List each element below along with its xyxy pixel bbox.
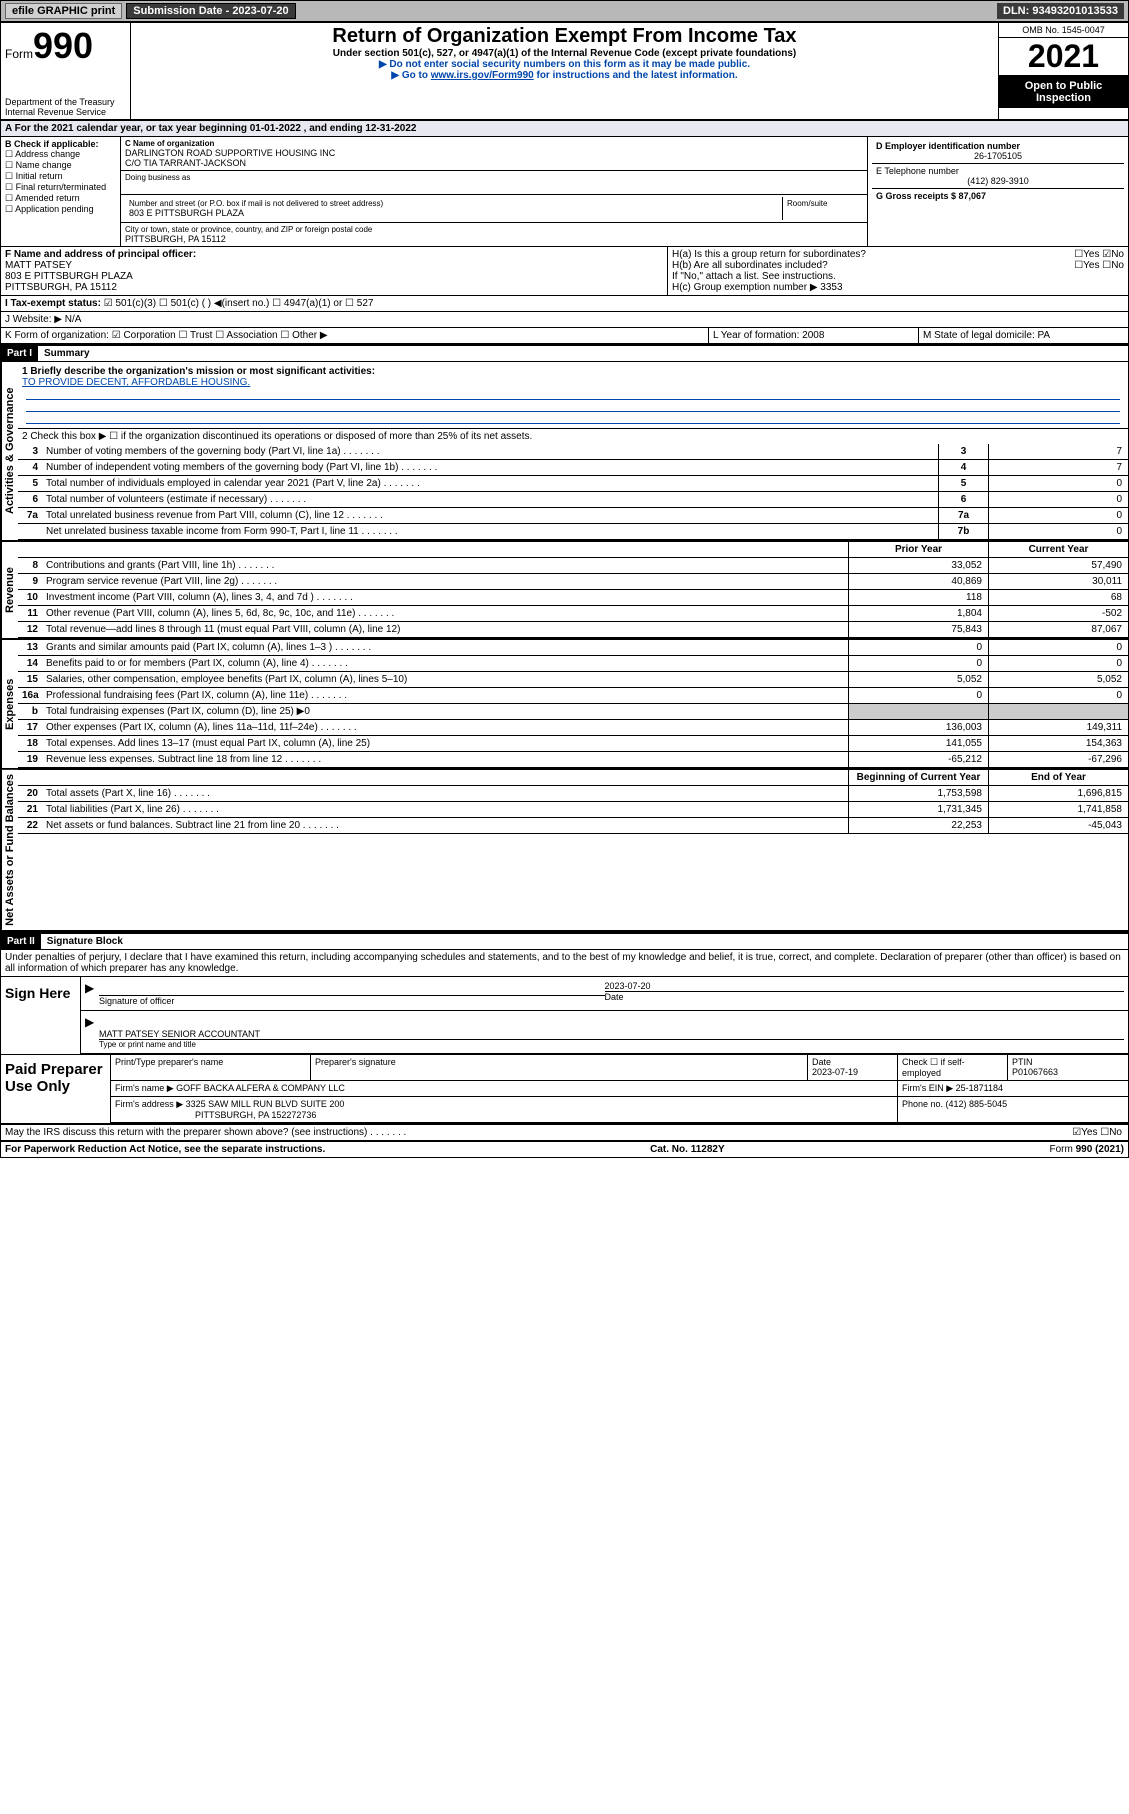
h-c: H(c) Group exemption number ▶ 3353 xyxy=(672,282,1124,293)
block-fh: F Name and address of principal officer:… xyxy=(1,247,1128,296)
street-address: 803 E PITTSBURGH PLAZA xyxy=(129,208,778,218)
firm-name: Firm's name ▶ GOFF BACKA ALFERA & COMPAN… xyxy=(111,1081,898,1096)
box-b: B Check if applicable: Address change Na… xyxy=(1,137,121,246)
telephone: (412) 829-3910 xyxy=(876,176,1120,186)
summary-net-assets: Net Assets or Fund Balances Beginning of… xyxy=(1,770,1128,932)
may-discuss-answer: ☑Yes ☐No xyxy=(978,1125,1128,1140)
sig-date: 2023-07-20 xyxy=(605,981,1125,991)
care-of: C/O TIA TARRANT-JACKSON xyxy=(125,158,863,168)
sig-officer-line: Signature of officer xyxy=(99,995,605,1006)
h-b: H(b) Are all subordinates included? ☐Yes… xyxy=(672,260,1124,271)
firm-city: PITTSBURGH, PA 152272736 xyxy=(115,1110,893,1120)
irs-label: Internal Revenue Service xyxy=(5,107,126,117)
form-header: Form990 Department of the Treasury Inter… xyxy=(1,23,1128,121)
form-subtitle: Under section 501(c), 527, or 4947(a)(1)… xyxy=(137,48,992,59)
line-j-website: J Website: ▶ N/A xyxy=(1,312,1128,327)
mission-text[interactable]: TO PROVIDE DECENT, AFFORDABLE HOUSING. xyxy=(22,377,1124,388)
chk-name-change[interactable]: Name change xyxy=(5,160,116,171)
submission-date-label: Submission Date - 2023-07-20 xyxy=(126,3,295,19)
label-revenue: Revenue xyxy=(1,542,18,638)
ein: 26-1705105 xyxy=(876,151,1120,161)
gross-receipts: G Gross receipts $ 87,067 xyxy=(876,191,1120,201)
summary-revenue: Revenue Prior YearCurrent Year 8Contribu… xyxy=(1,542,1128,640)
sign-here-block: Sign Here Signature of officer 2023-07-2… xyxy=(1,977,1128,1055)
ssn-warning: ▶ Do not enter social security numbers o… xyxy=(137,59,992,70)
form-number: Form990 xyxy=(5,25,126,67)
chk-amended-return[interactable]: Amended return xyxy=(5,193,116,204)
line-i: I Tax-exempt status: ☑ 501(c)(3) ☐ 501(c… xyxy=(1,296,1128,311)
summary-governance: Activities & Governance 1 Briefly descri… xyxy=(1,362,1128,542)
preparer-date: 2023-07-19 xyxy=(812,1067,858,1077)
box-c: C Name of organization DARLINGTON ROAD S… xyxy=(121,137,868,246)
form-title: Return of Organization Exempt From Incom… xyxy=(137,25,992,48)
instructions-link-line: ▶ Go to www.irs.gov/Form990 for instruct… xyxy=(137,70,992,81)
form-footer: For Paperwork Reduction Act Notice, see … xyxy=(1,1142,1128,1157)
irs-link[interactable]: www.irs.gov/Form990 xyxy=(431,70,534,81)
dept-treasury: Department of the Treasury xyxy=(5,97,126,107)
paid-preparer-block: Paid Preparer Use Only Print/Type prepar… xyxy=(1,1055,1128,1125)
line-2-checkbox: 2 Check this box ▶ ☐ if the organization… xyxy=(18,429,1128,444)
penalties-declaration: Under penalties of perjury, I declare th… xyxy=(1,950,1128,977)
part-1-header: Part I Summary xyxy=(1,344,1128,362)
room-suite-label: Room/suite xyxy=(783,197,863,220)
line-m-state: M State of legal domicile: PA xyxy=(919,328,1128,343)
line-k-form-org: K Form of organization: ☑ Corporation ☐ … xyxy=(1,328,708,343)
form-990: Form990 Department of the Treasury Inter… xyxy=(0,22,1129,1158)
chk-initial-return[interactable]: Initial return xyxy=(5,171,116,182)
ptin: P01067663 xyxy=(1012,1067,1058,1077)
summary-expenses: Expenses 13Grants and similar amounts pa… xyxy=(1,640,1128,770)
label-governance: Activities & Governance xyxy=(1,362,18,540)
tax-year: 2021 xyxy=(999,38,1128,76)
h-a: H(a) Is this a group return for subordin… xyxy=(672,249,1124,260)
chk-final-return[interactable]: Final return/terminated xyxy=(5,182,116,193)
efile-print-button[interactable]: efile GRAPHIC print xyxy=(5,3,122,19)
block-bcd: B Check if applicable: Address change Na… xyxy=(1,137,1128,247)
h-b-note: If "No," attach a list. See instructions… xyxy=(672,271,1124,282)
chk-self-employed[interactable]: Check ☐ if self-employed xyxy=(898,1055,1008,1080)
label-net-assets: Net Assets or Fund Balances xyxy=(1,770,18,930)
firm-ein: Firm's EIN ▶ 25-1871184 xyxy=(898,1081,1128,1096)
firm-address: Firm's address ▶ 3325 SAW MILL RUN BLVD … xyxy=(115,1099,893,1110)
label-expenses: Expenses xyxy=(1,640,18,768)
officer-name-title: MATT PATSEY SENIOR ACCOUNTANT xyxy=(99,1029,1124,1039)
may-discuss: May the IRS discuss this return with the… xyxy=(1,1125,978,1140)
officer-addr1: 803 E PITTSBURGH PLAZA xyxy=(5,271,663,282)
org-name: DARLINGTON ROAD SUPPORTIVE HOUSING INC xyxy=(125,148,863,158)
officer-addr2: PITTSBURGH, PA 15112 xyxy=(5,282,663,293)
line-l-year: L Year of formation: 2008 xyxy=(709,328,919,343)
part-2-header: Part II Signature Block xyxy=(1,932,1128,950)
efile-topbar: efile GRAPHIC print Submission Date - 20… xyxy=(0,0,1129,22)
chk-address-change[interactable]: Address change xyxy=(5,149,116,160)
officer-name: MATT PATSEY xyxy=(5,260,663,271)
firm-phone: Phone no. (412) 885-5045 xyxy=(898,1097,1128,1122)
omb-number: OMB No. 1545-0047 xyxy=(999,23,1128,38)
open-public-badge: Open to Public Inspection xyxy=(999,76,1128,108)
dln-label: DLN: 93493201013533 xyxy=(997,3,1124,19)
chk-application-pending[interactable]: Application pending xyxy=(5,204,116,215)
line-a-tax-year: A For the 2021 calendar year, or tax yea… xyxy=(1,121,1128,137)
city-state-zip: PITTSBURGH, PA 15112 xyxy=(125,234,863,244)
